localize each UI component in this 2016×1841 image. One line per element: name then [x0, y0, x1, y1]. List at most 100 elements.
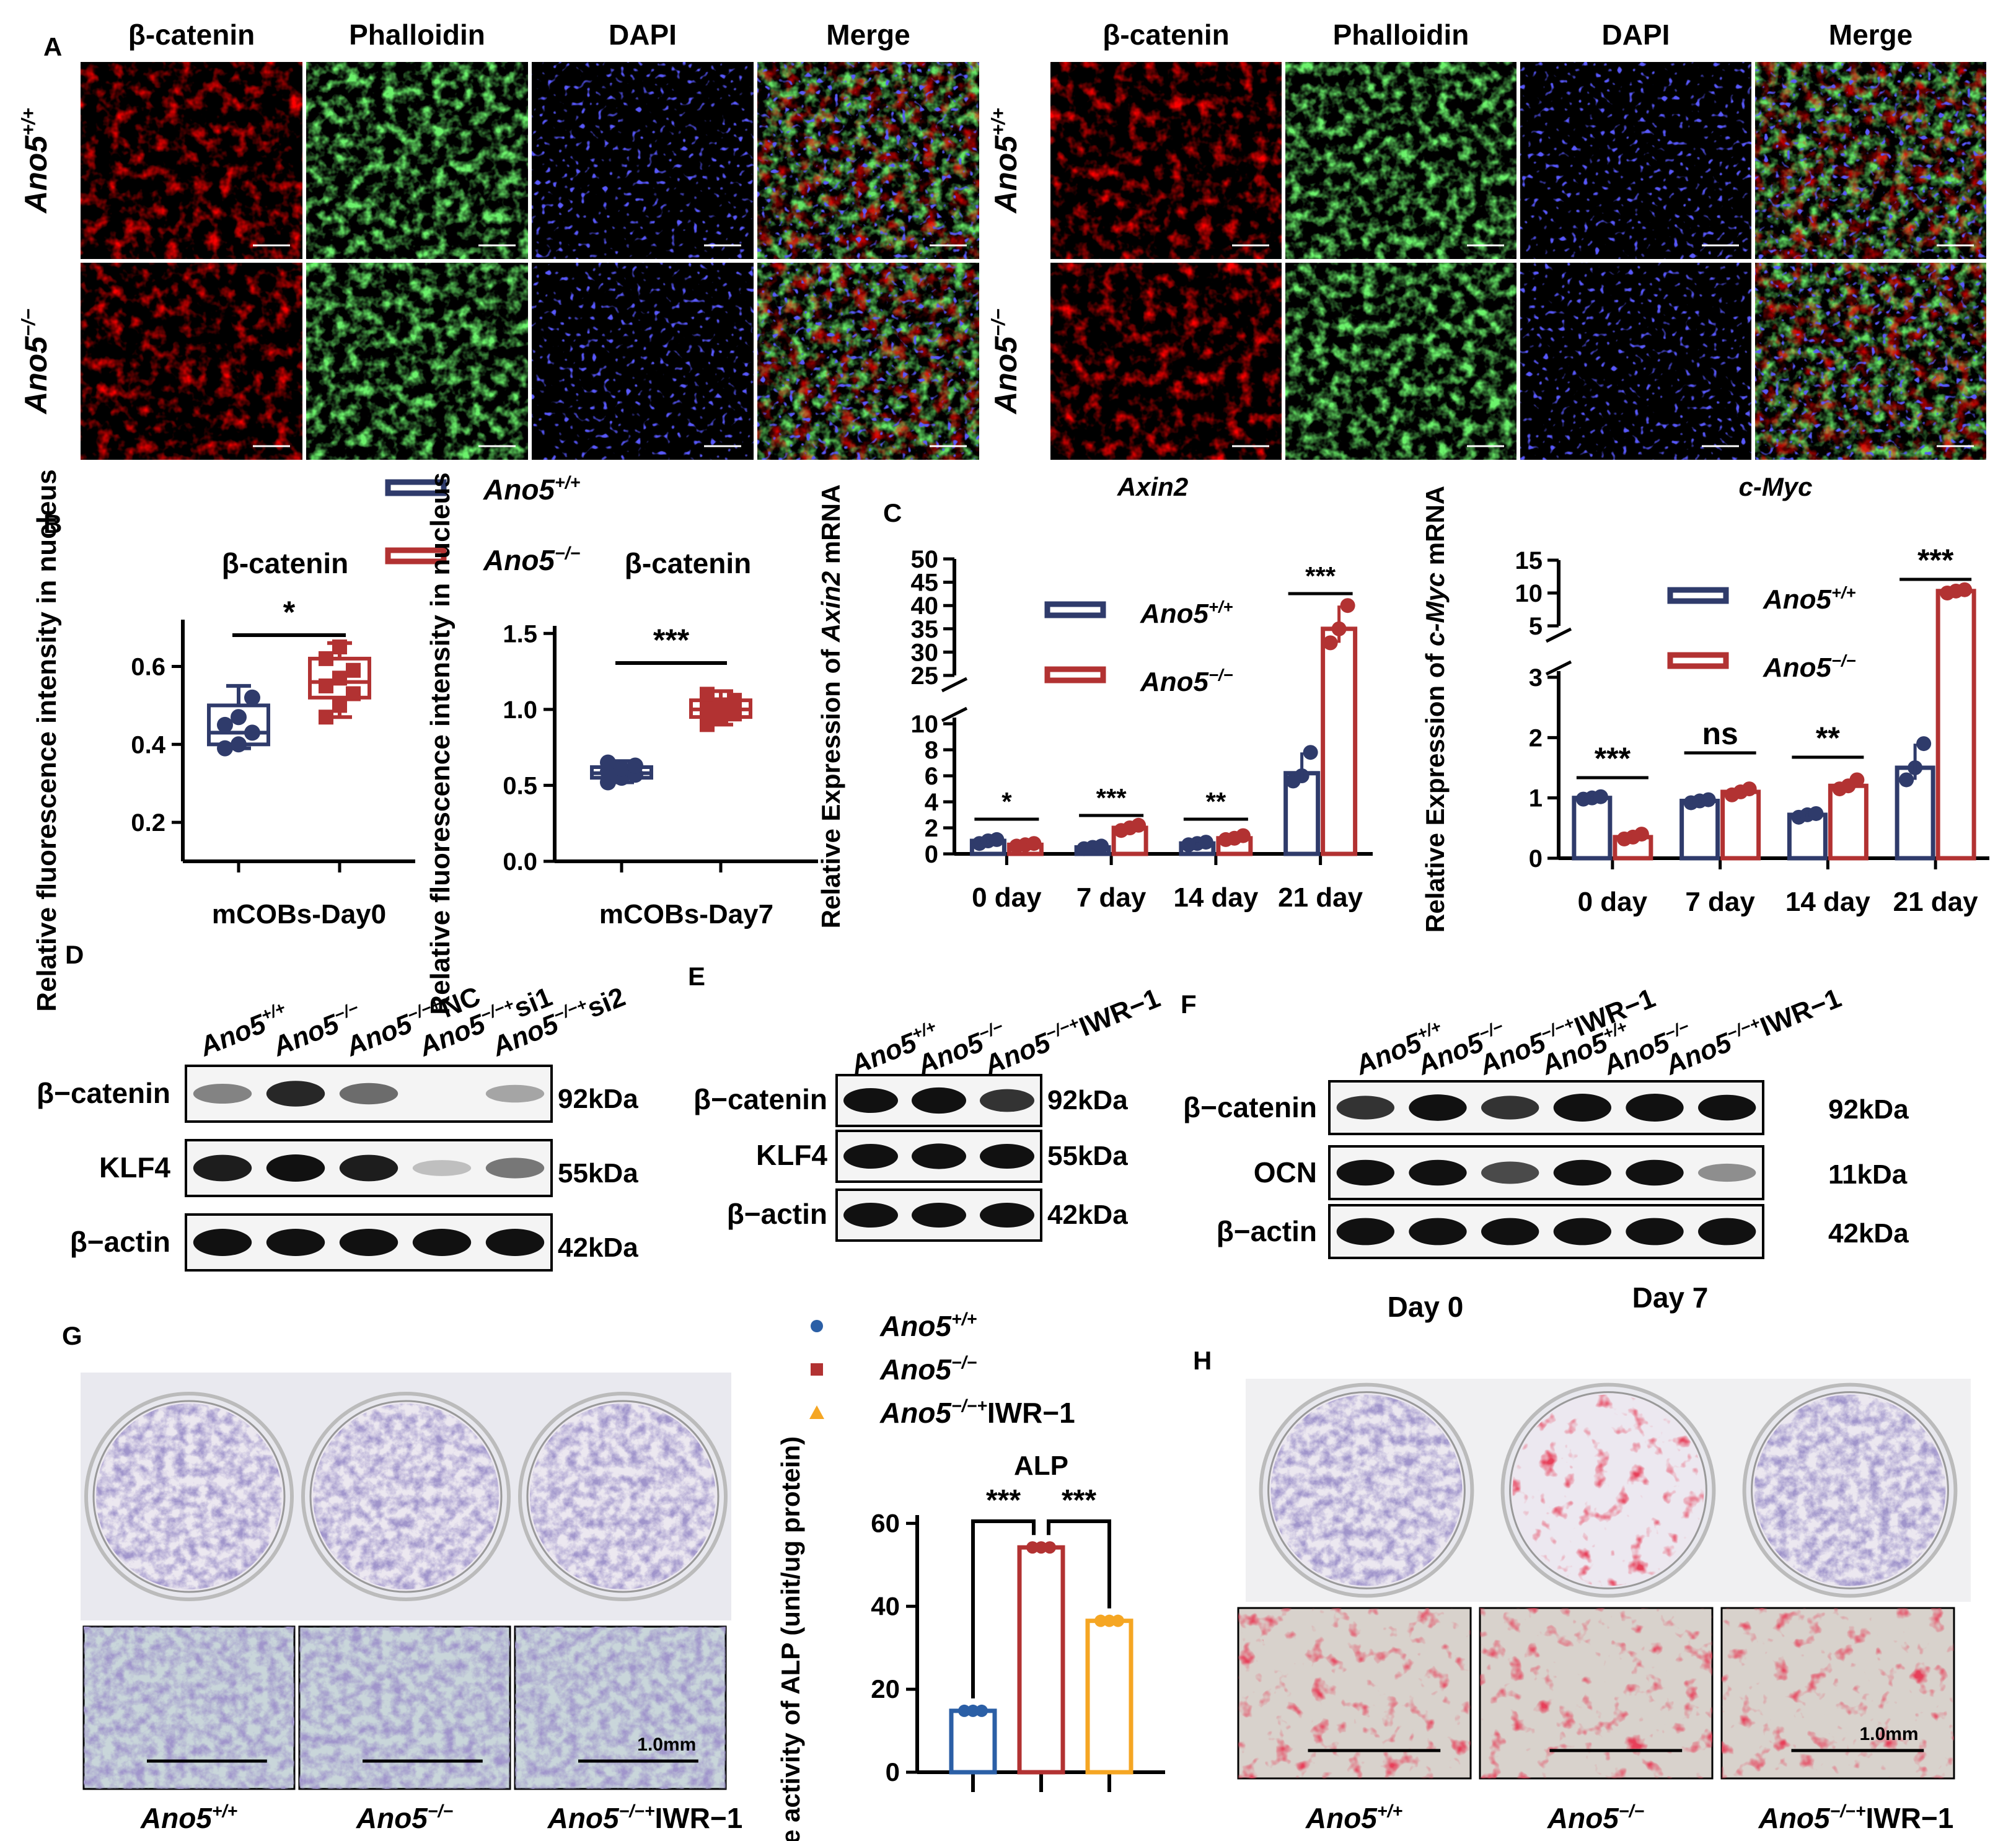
data-point: [319, 651, 333, 666]
data-point: [1634, 827, 1649, 842]
genotype-label: Ano5−/−: [483, 544, 581, 576]
y-tick-label: 3: [1529, 664, 1543, 692]
box-ko: [689, 687, 752, 732]
data-point: [231, 709, 247, 726]
data-point: [1701, 792, 1716, 807]
data-point: [319, 678, 333, 693]
bar-wt: [1787, 806, 1828, 861]
micrograph: [1285, 263, 1516, 460]
data-point: [700, 701, 715, 717]
micrograph: [532, 62, 754, 259]
data-point: [332, 698, 347, 713]
y-tick-label: 0.4: [131, 731, 165, 758]
sig-label: **: [1206, 787, 1226, 816]
bar-ko: [1828, 772, 1869, 861]
blot-band: [835, 1130, 1042, 1183]
y-tick-label: 1.5: [503, 620, 537, 648]
band-name: KLF4: [99, 1151, 170, 1184]
y-tick-label: 0.6: [131, 653, 165, 680]
alp-micrograph: [298, 1625, 511, 1790]
bar-ko: [1935, 582, 1976, 861]
micrograph: [81, 263, 302, 460]
y-tick-label: 60: [871, 1508, 900, 1537]
bar-wt: [1074, 838, 1111, 856]
legend-swatch-ko: [1044, 666, 1106, 683]
sample-label: Ano5+/+: [140, 1802, 238, 1834]
micrograph: [81, 62, 302, 259]
band-size: 92kDa: [1047, 1085, 1128, 1115]
data-point: [1957, 582, 1973, 597]
panel-letter-G: G: [62, 1321, 82, 1350]
panel-letter-H: H: [1193, 1346, 1212, 1375]
sig-label: **: [1816, 721, 1840, 755]
ars-well-photo: [1246, 1379, 1971, 1602]
x-axis-label: mCOBs-Day7: [599, 899, 773, 929]
micrograph: [1285, 62, 1516, 259]
day-label: Day 0: [1388, 1291, 1464, 1323]
bar-ko: [1321, 598, 1358, 856]
data-point: [700, 687, 715, 702]
panel-letter-C: C: [883, 498, 902, 527]
sample-label: Ano5−/−: [356, 1802, 454, 1834]
data-point: [1340, 598, 1355, 613]
gene-label: c-Myc: [1738, 472, 1812, 501]
blot-band: [185, 1213, 553, 1272]
channel-label: β-catenin: [1103, 19, 1229, 51]
x-axis-label: mCOBs-Day0: [212, 899, 386, 929]
x-tick-label: 21 day: [1278, 882, 1363, 913]
band-size: 55kDa: [1047, 1141, 1128, 1171]
row-genotype-label: Ano5+/+: [987, 108, 1023, 214]
data-point: [332, 639, 347, 655]
blot-band: [1328, 1080, 1764, 1135]
micrograph: [1050, 62, 1282, 259]
chart-title: β-catenin: [222, 547, 348, 579]
alp-bar: [1017, 1541, 1065, 1775]
band-size: 92kDa: [1828, 1094, 1909, 1125]
bar-wt: [1679, 792, 1720, 861]
row-genotype-label: Ano5−/−: [987, 309, 1023, 415]
y-axis-label: Relative fluorescence intensity in nucle…: [32, 469, 62, 1011]
band-size: 42kDa: [558, 1232, 638, 1263]
legend-label: Ano5+/+: [879, 1310, 977, 1342]
data-point: [1026, 836, 1042, 851]
y-tick-label: 10: [911, 711, 939, 738]
chart-title: β-catenin: [625, 547, 751, 579]
lane-label: Ano5−/−+si2: [486, 980, 629, 1062]
sig-label: *: [283, 595, 296, 630]
box-wt: [207, 683, 270, 757]
row-genotype-label: Ano5+/+: [17, 108, 53, 214]
band-name: β−actin: [70, 1226, 170, 1258]
y-tick-label: 2: [1529, 724, 1543, 752]
bar-ko: [1006, 836, 1044, 856]
data-point: [244, 724, 260, 741]
bar-wt: [1572, 789, 1613, 861]
band-name: KLF4: [756, 1139, 827, 1171]
data-point: [1849, 772, 1865, 788]
bar-wt: [1895, 736, 1935, 861]
data-point: [1094, 838, 1109, 854]
blot-band: [835, 1074, 1042, 1127]
sig-label: ns: [1702, 716, 1738, 751]
y-tick-label: 1.0: [503, 696, 537, 724]
blot-band: [835, 1189, 1042, 1242]
sig-label: ***: [986, 1484, 1021, 1517]
y-axis-label: The activity of ALP (unit/ug protein): [776, 1436, 805, 1841]
data-point: [1593, 789, 1608, 804]
bar-wt: [969, 832, 1006, 856]
micrograph: [532, 263, 754, 460]
y-tick-label: 45: [911, 569, 939, 597]
x-tick-label: 0 day: [972, 882, 1042, 913]
band-name: OCN: [1254, 1156, 1317, 1189]
panel-letter-F: F: [1181, 990, 1197, 1019]
blot-band: [1328, 1204, 1764, 1259]
band-name: β−catenin: [693, 1083, 827, 1115]
data-point: [1198, 835, 1213, 850]
alp-well-photo: [81, 1373, 731, 1620]
band-size: 11kDa: [1828, 1159, 1908, 1190]
data-point: [1808, 806, 1824, 821]
axis-break: [1545, 627, 1572, 643]
y-tick-label: 40: [911, 592, 939, 620]
data-point: [217, 740, 233, 757]
data-point: [989, 832, 1005, 847]
data-point: [346, 686, 361, 701]
